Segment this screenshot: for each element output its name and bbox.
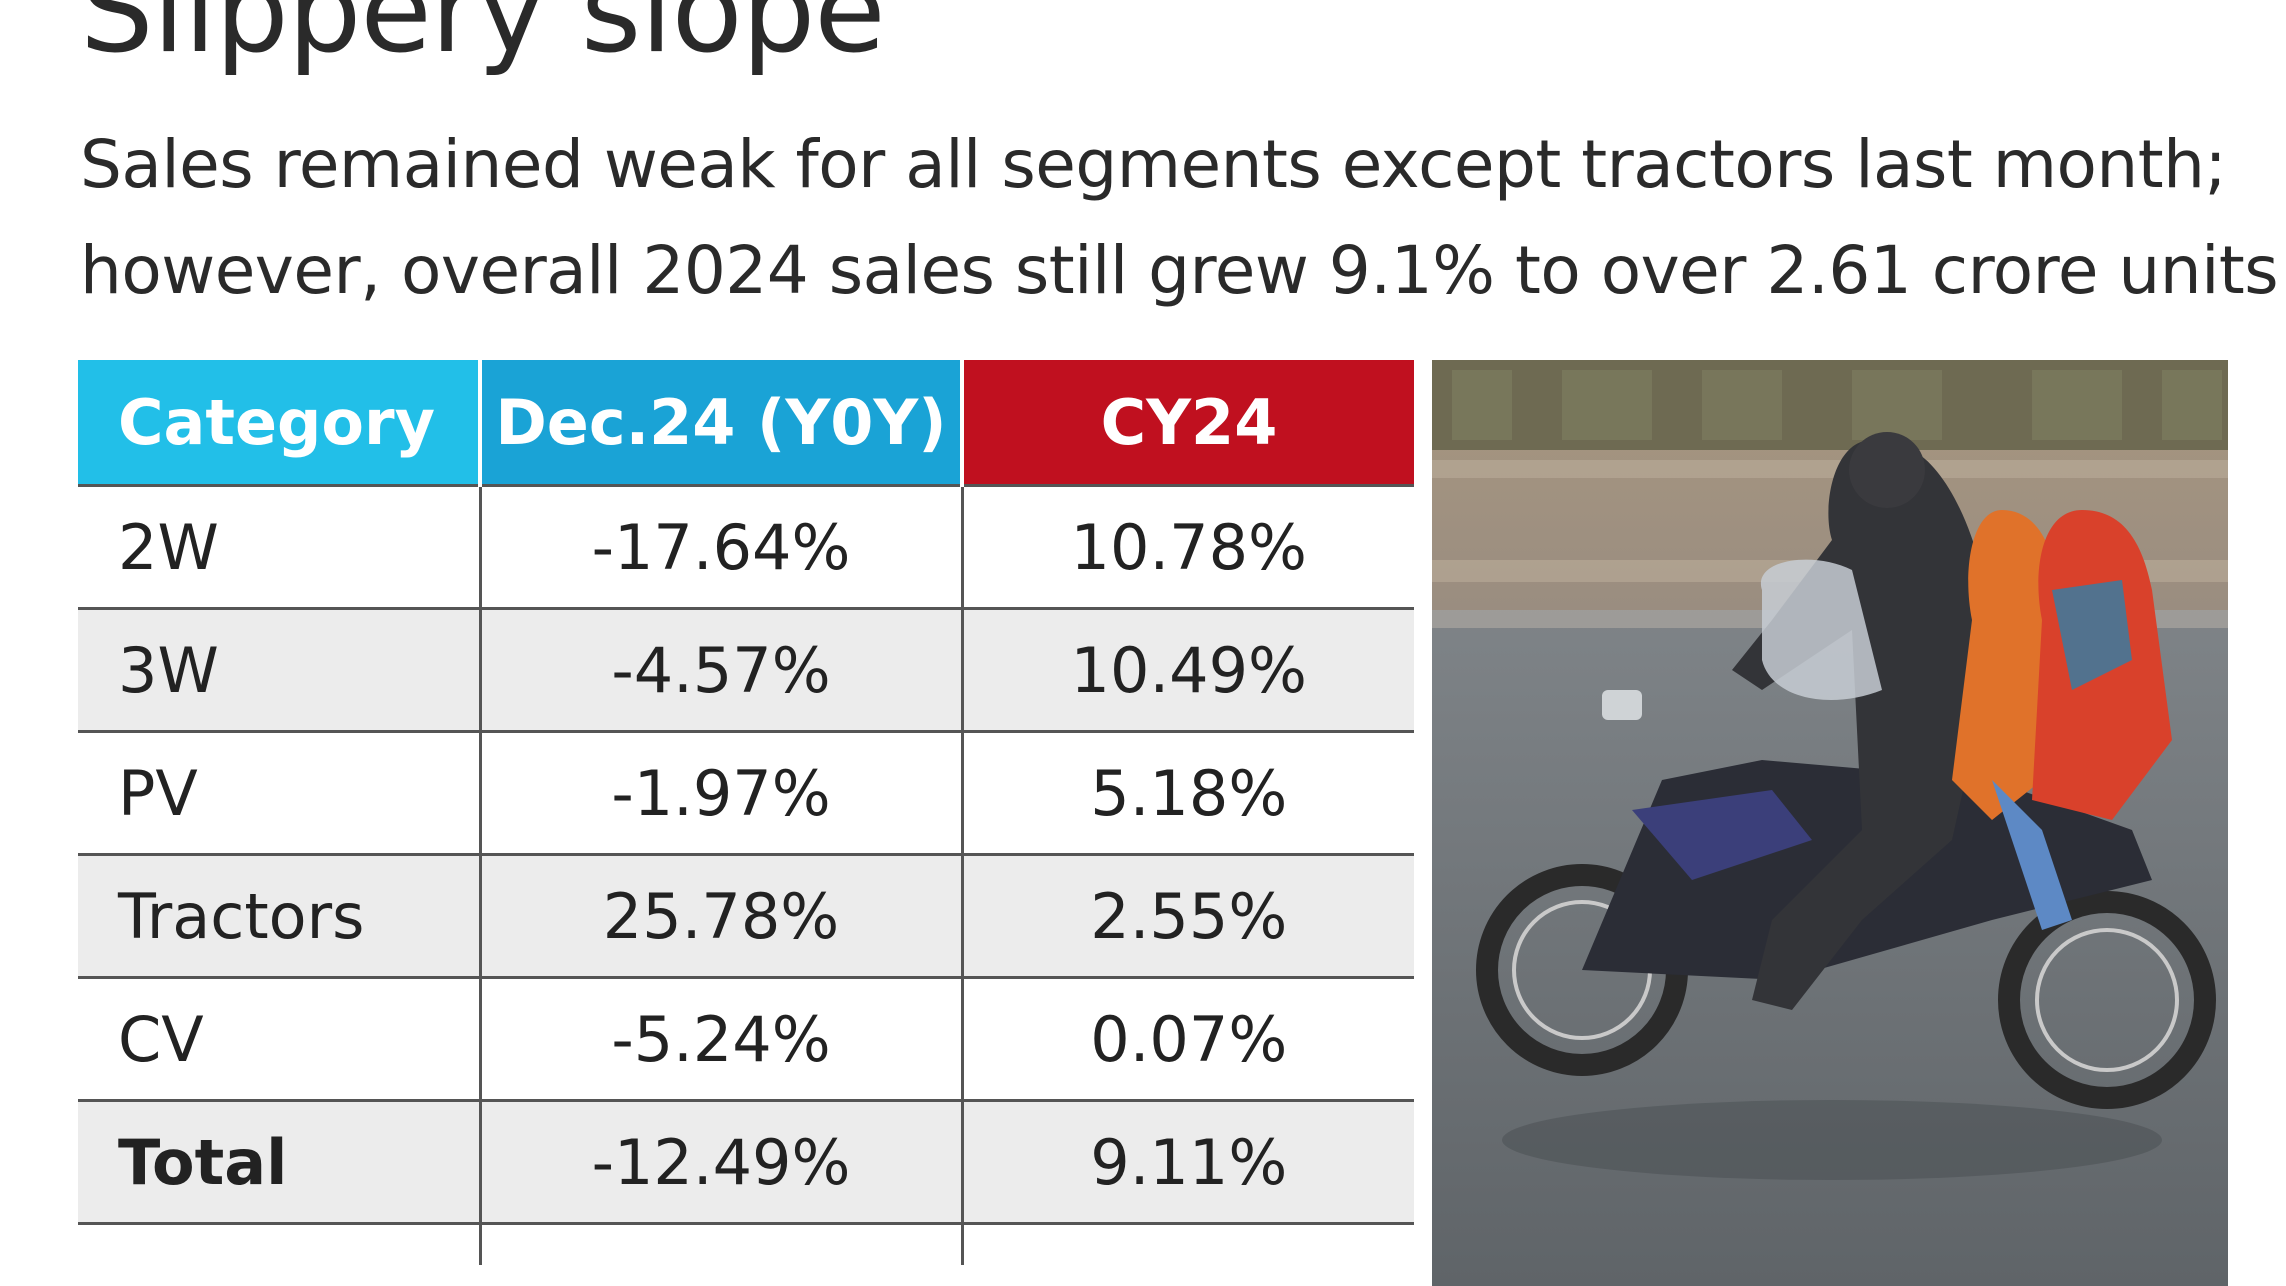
row-category: Total xyxy=(78,1099,482,1224)
subtitle-line-2: however, overall 2024 sales still grew 9… xyxy=(80,232,2279,309)
table-row-cutoff xyxy=(78,1222,1414,1265)
motorcycle-rain-photo xyxy=(1432,360,2228,1286)
row-cy24-value: 0.07% xyxy=(962,976,1414,1101)
table-row: CV -5.24% 0.07% xyxy=(78,976,1414,1101)
table-header-row: Category Dec.24 (Y0Y) CY24 xyxy=(78,360,1414,486)
row-dec24-value: -5.24% xyxy=(480,976,964,1101)
row-cy24-value: 10.78% xyxy=(962,484,1414,609)
row-dec24-value: 25.78% xyxy=(480,853,964,978)
header-dec24-yoy: Dec.24 (Y0Y) xyxy=(480,360,964,486)
row-category: CV xyxy=(78,976,482,1101)
subtitle-line-1: Sales remained weak for all segments exc… xyxy=(80,126,2227,203)
table-row: Tractors 25.78% 2.55% xyxy=(78,853,1414,978)
row-cutoff-cell xyxy=(480,1222,964,1265)
row-cy24-value: 2.55% xyxy=(962,853,1414,978)
table-row: 2W -17.64% 10.78% xyxy=(78,484,1414,609)
sales-table: Category Dec.24 (Y0Y) CY24 2W -17.64% 10… xyxy=(78,360,1414,1265)
header-category: Category xyxy=(78,360,482,486)
row-category: Tractors xyxy=(78,853,482,978)
chart-title: Slippery slope xyxy=(80,0,886,79)
row-dec24-value: -4.57% xyxy=(480,607,964,732)
table-row: PV -1.97% 5.18% xyxy=(78,730,1414,855)
table-row: 3W -4.57% 10.49% xyxy=(78,607,1414,732)
row-dec24-value: -12.49% xyxy=(480,1099,964,1224)
row-category: 3W xyxy=(78,607,482,732)
row-dec24-value: -1.97% xyxy=(480,730,964,855)
row-cy24-value: 9.11% xyxy=(962,1099,1414,1224)
header-cy24: CY24 xyxy=(962,360,1414,486)
row-category: 2W xyxy=(78,484,482,609)
row-cutoff-cell xyxy=(962,1222,1414,1265)
table-row-total: Total -12.49% 9.11% xyxy=(78,1099,1414,1224)
row-cy24-value: 5.18% xyxy=(962,730,1414,855)
photo-illustration xyxy=(1432,360,2228,1286)
row-category: PV xyxy=(78,730,482,855)
row-dec24-value: -17.64% xyxy=(480,484,964,609)
row-cutoff-cell xyxy=(78,1222,482,1265)
chart-subtitle: Sales remained weak for all segments exc… xyxy=(80,112,2279,324)
row-cy24-value: 10.49% xyxy=(962,607,1414,732)
